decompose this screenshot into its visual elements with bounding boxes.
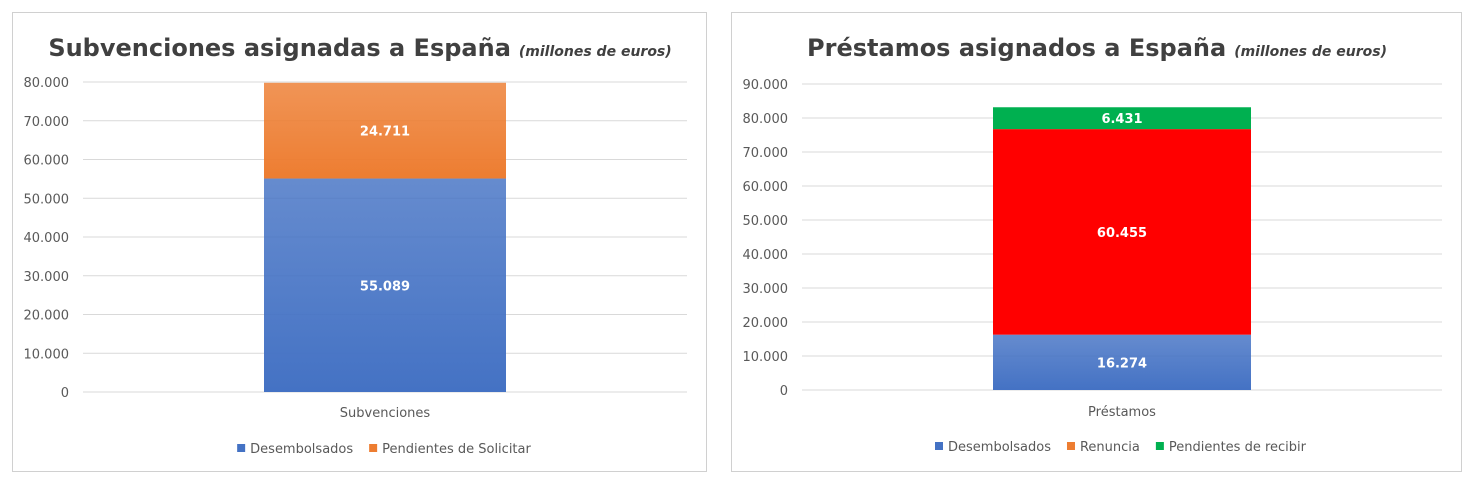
legend-swatch [237,444,246,452]
bar-segment-pendientes-de-recibir [993,107,1251,130]
y-tick-label: 0 [61,386,69,401]
bar-segment-pendientes-de-solicitar [264,82,506,179]
data-label: 24.711 [360,125,410,140]
legend-label: Pendientes de recibir [1169,440,1307,455]
y-tick-label: 40.000 [24,231,70,246]
data-label: 55.089 [360,279,410,294]
x-category-label: Préstamos [1088,405,1156,420]
y-tick-label: 20.000 [24,309,70,324]
legend-swatch [1066,442,1075,450]
legend: Desembolsados Pendientes de Solicitar [237,442,531,457]
chart-title-main: Préstamos asignados a España [807,34,1226,62]
y-tick-label: 30.000 [743,282,789,297]
y-tick-label: 70.000 [743,146,789,161]
data-label: 60.455 [1097,226,1147,241]
chart-title-subtitle: (millones de euros) [519,44,672,60]
subvenciones-chart-panel: Subvenciones asignadas a España (millones… [12,12,707,472]
y-tick-label: 70.000 [24,115,70,130]
data-label: 6.431 [1101,112,1142,127]
y-tick-label: 40.000 [743,248,789,263]
y-tick-label: 30.000 [24,270,70,285]
chart-title-main: Subvenciones asignadas a España [48,34,511,62]
legend-label: Renuncia [1080,440,1140,455]
y-tick-label: 10.000 [24,347,70,362]
legend-swatch [369,444,378,452]
y-tick-label: 90.000 [743,78,789,93]
y-tick-label: 60.000 [24,154,70,169]
chart-title: Préstamos asignados a España (millones de… [807,34,1387,62]
chart-title: Subvenciones asignadas a España (millones… [48,34,671,62]
y-tick-label: 80.000 [743,112,789,127]
prestamos-chart: Préstamos asignados a España (millones de… [743,34,1442,455]
subvenciones-chart: Subvenciones asignadas a España (millones… [24,34,687,457]
x-category-label: Subvenciones [340,406,431,421]
bar-segment-desembolsados [993,334,1251,390]
y-tick-label: 0 [780,384,788,399]
legend-label: Desembolsados [948,440,1051,455]
bar-segment-desembolsados [264,178,506,392]
legend-swatch [1155,442,1164,450]
y-tick-label: 20.000 [743,316,789,331]
chart-title-subtitle: (millones de euros) [1234,44,1387,60]
data-label: 16.274 [1097,356,1147,371]
y-tick-label: 50.000 [743,214,789,229]
legend-swatch [935,442,943,450]
y-tick-label: 10.000 [743,350,789,365]
prestamos-chart-panel: Préstamos asignados a España (millones de… [731,12,1462,472]
legend: Desembolsados Renuncia Pendientes de recib… [935,440,1307,455]
y-tick-label: 60.000 [743,180,789,195]
y-tick-label: 80.000 [24,76,70,91]
y-tick-label: 50.000 [24,192,70,207]
legend-label: Pendientes de Solicitar [382,442,531,457]
bar-segment-renuncia [993,129,1251,335]
legend-label: Desembolsados [250,442,353,457]
